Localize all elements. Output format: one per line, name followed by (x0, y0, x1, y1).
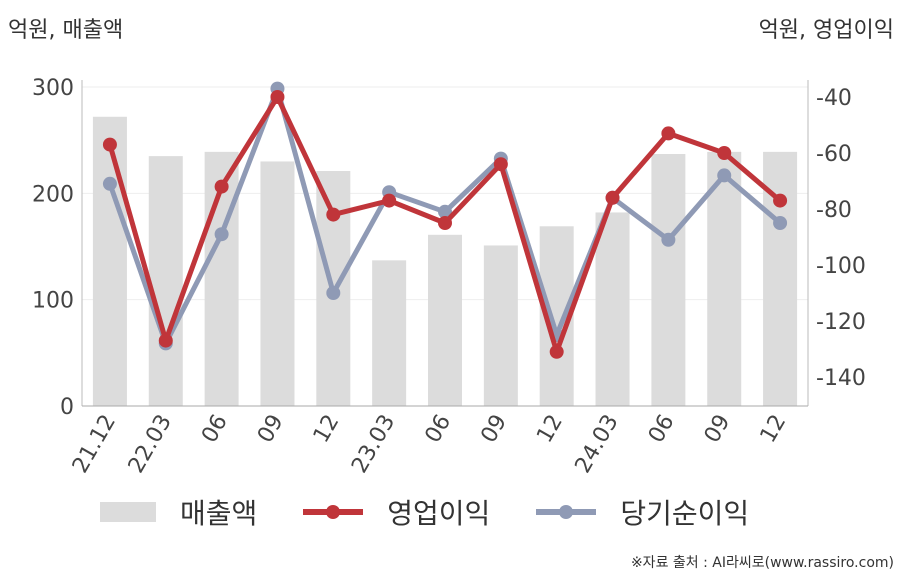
source-note: ※자료 출처 : AI라씨로(www.rassiro.com) (630, 555, 894, 571)
x-tick-label: 06 (197, 411, 233, 448)
revenue-bar (595, 212, 630, 406)
operating-profit-point (605, 190, 620, 205)
left-tick-label: 300 (32, 76, 74, 101)
x-tick-label: 09 (253, 411, 289, 448)
revenue-bar (428, 234, 462, 406)
operating-profit-point (661, 126, 676, 141)
revenue-bar (372, 260, 407, 406)
operating-profit-point (270, 90, 285, 104)
x-tick-label: 06 (421, 411, 457, 448)
x-tick-label: 12 (756, 411, 792, 448)
net-income-point (438, 204, 452, 219)
operating-profit-point (773, 193, 788, 208)
legend: 매출액 영업이익 당기순이익 (100, 492, 795, 532)
net-income-point (773, 216, 788, 230)
right-tick-label: -120 (816, 310, 866, 335)
x-tick-label: 12 (309, 411, 345, 448)
x-tick-label: 09 (700, 411, 736, 448)
revenue-bars (92, 116, 798, 407)
x-tick-label: 24.03 (571, 411, 624, 478)
operating-profit-point (717, 146, 732, 160)
right-tick-label: -140 (816, 366, 866, 391)
legend-item-net-income: 당기순이익 (536, 492, 749, 532)
legend-label-operating-profit: 영업이익 (387, 497, 491, 530)
legend-swatch-net-income (536, 502, 597, 522)
operating-profit-point (438, 216, 452, 230)
revenue-bar (92, 116, 127, 407)
operating-profit-point (158, 333, 173, 348)
legend-item-operating-profit: 영업이익 (303, 492, 490, 532)
profit-lines (102, 81, 788, 359)
operating-profit-point (549, 344, 564, 359)
left-tick-label: 100 (32, 289, 74, 314)
revenue-bar (148, 156, 183, 406)
net-income-point (214, 227, 229, 242)
operating-profit-point (326, 207, 341, 222)
right-tick-label: -60 (816, 142, 852, 167)
right-tick-label: -40 (816, 86, 852, 111)
revenue-bar (204, 151, 239, 406)
x-tick-label: 09 (476, 411, 512, 448)
net-income-point (661, 232, 676, 247)
x-tick-label: 23.03 (347, 411, 400, 478)
revenue-bar (651, 153, 686, 406)
right-axis-unit: 억원, 영업이익 (758, 18, 894, 43)
net-income-point (717, 168, 732, 183)
right-tick-label: -100 (816, 254, 866, 279)
combo-chart: 0 100 200 300 -40 -60 -80 -100 -120 -140 21.12 22.0… (32, 76, 866, 478)
legend-label-net-income: 당기순이익 (620, 497, 750, 530)
operating-profit-point (102, 137, 117, 152)
left-axis-unit: 억원, 매출액 (8, 18, 124, 43)
net-income-point (326, 286, 341, 300)
left-tick-label: 0 (60, 395, 74, 420)
x-tick-label: 22.03 (124, 411, 177, 478)
net-income-point (102, 176, 117, 191)
operating-profit-point (382, 193, 397, 208)
axes (81, 80, 809, 407)
x-tick-label: 06 (644, 411, 680, 448)
legend-label-revenue: 매출액 (180, 497, 258, 530)
right-tick-label: -80 (816, 198, 852, 223)
left-tick-label: 200 (32, 182, 74, 207)
x-tick-label: 21.12 (68, 411, 121, 478)
legend-swatch-operating-profit (303, 502, 364, 522)
operating-profit-point (214, 179, 229, 194)
revenue-bar (707, 151, 742, 406)
operating-profit-point (493, 157, 508, 172)
legend-swatch-revenue (100, 502, 156, 522)
revenue-bar (483, 245, 518, 406)
x-tick-label: 12 (532, 411, 568, 448)
legend-item-revenue: 매출액 (100, 492, 257, 532)
revenue-bar (260, 161, 295, 406)
